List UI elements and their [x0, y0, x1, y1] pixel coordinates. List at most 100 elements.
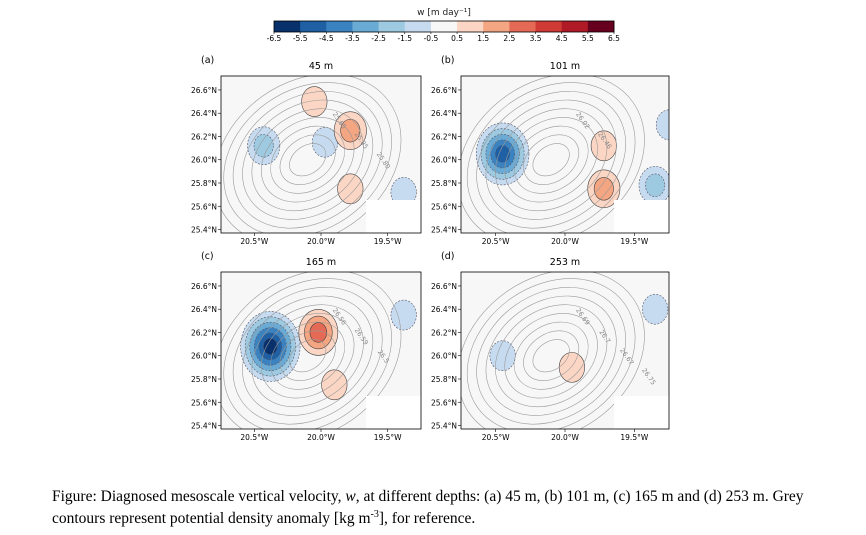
caption-text-2: , at different depths: (a) 45 m, (b) 101… — [52, 488, 804, 527]
y-tick-label: 25.6°N — [431, 398, 457, 407]
colorbar-frame — [273, 20, 615, 33]
x-tick-label: 19.5°W — [374, 237, 402, 246]
density-contour — [279, 134, 336, 185]
y-tick-label: 25.6°N — [191, 398, 217, 407]
colorbar-segment — [457, 21, 484, 32]
density-contour — [461, 76, 645, 233]
density-contour — [223, 82, 392, 233]
y-tick-label: 26.4°N — [431, 109, 457, 118]
y-tick-label: 26.4°N — [191, 305, 217, 314]
masked-region — [614, 396, 669, 429]
y-tick-label: 26.0°N — [431, 352, 457, 361]
density-contour — [242, 99, 374, 220]
colorbar-tick-label: -1.5 — [397, 34, 412, 43]
density-contour — [232, 90, 383, 229]
colorbar-segment — [404, 21, 432, 32]
panel-label: (b) — [441, 55, 454, 66]
y-tick-label: 25.8°N — [191, 179, 217, 188]
colorbar-title: w [m day⁻¹] — [417, 8, 471, 18]
colorbar-tick-label: -4.5 — [319, 34, 334, 43]
w-anomaly-mark — [337, 173, 364, 205]
density-contour — [476, 286, 626, 425]
panel-title: 45 m — [309, 61, 333, 72]
density-contour — [466, 82, 636, 233]
colorbar-tick-label: -0.5 — [424, 34, 439, 43]
colorbar-tick-label: -3.5 — [345, 34, 360, 43]
density-contour — [504, 117, 598, 203]
density-contour — [532, 143, 570, 177]
panel-label: (d) — [441, 251, 454, 262]
density-contour — [221, 272, 402, 429]
y-tick-label: 26.4°N — [191, 109, 217, 118]
caption-w-symbol: w — [345, 488, 356, 505]
y-tick-label: 26.6°N — [431, 282, 457, 291]
x-tick-label: 20.5°W — [482, 433, 510, 442]
density-contour — [485, 295, 617, 416]
w-anomaly-mark — [655, 109, 669, 141]
colorbar-segment — [509, 21, 536, 32]
y-tick-label: 25.4°N — [431, 226, 457, 235]
y-tick-label: 26.6°N — [191, 282, 217, 291]
density-contour — [513, 321, 589, 390]
x-tick-label: 19.5°W — [620, 237, 648, 246]
density-contour — [495, 108, 608, 212]
colorbar-tick-label: 1.5 — [477, 34, 489, 43]
y-tick-label: 25.4°N — [191, 226, 217, 235]
y-tick-label: 25.8°N — [191, 375, 217, 384]
y-tick-label: 26.6°N — [431, 86, 457, 95]
colorbar: w [m day⁻¹] -6.5 -5.5 -4.5 -3.5 -2.5 -1.5 -0.5 0… — [267, 8, 621, 43]
w-anomaly-mark — [309, 322, 328, 343]
density-contour — [495, 304, 608, 408]
density-contour — [270, 321, 345, 390]
density-contour — [251, 108, 364, 212]
density-contour — [242, 295, 374, 416]
density-contour — [260, 313, 355, 399]
x-tick-label: 19.5°W — [374, 433, 402, 442]
colorbar-segment — [378, 21, 406, 32]
density-contour — [523, 134, 580, 185]
y-tick-label: 26.0°N — [431, 156, 457, 165]
density-contour — [485, 99, 617, 220]
y-tick-label: 26.0°N — [191, 156, 217, 165]
colorbar-tick-label: -6.5 — [267, 34, 282, 43]
panel-title: 101 m — [550, 61, 580, 72]
w-anomaly-mark — [642, 293, 669, 325]
colorbar-tick-label: -2.5 — [371, 34, 386, 43]
colorbar-tick-label: 0.5 — [451, 34, 463, 43]
y-tick-label: 25.6°N — [191, 202, 217, 211]
y-tick-label: 25.6°N — [431, 202, 457, 211]
y-tick-label: 25.4°N — [431, 422, 457, 431]
y-tick-label: 25.8°N — [431, 375, 457, 384]
x-tick-label: 20.0°W — [307, 237, 335, 246]
colorbar-tick-label: 4.5 — [556, 34, 568, 43]
density-contour — [232, 286, 383, 425]
density-contour — [476, 90, 626, 229]
y-tick-label: 26.0°N — [191, 352, 217, 361]
colorbar-segment — [561, 21, 589, 32]
figure-caption: Figure: Diagnosed mesoscale vertical vel… — [52, 486, 852, 530]
colorbar-segment — [274, 21, 301, 32]
x-tick-label: 20.0°W — [551, 237, 579, 246]
density-contour — [223, 278, 392, 429]
colorbar-tick-label: -5.5 — [293, 34, 308, 43]
w-anomaly-mark — [645, 173, 666, 198]
x-tick-label: 20.0°W — [307, 433, 335, 442]
density-contour — [270, 125, 345, 194]
colorbar-segment — [300, 21, 327, 32]
masked-region — [366, 200, 421, 233]
colorbar-segment — [535, 21, 563, 32]
panel-title: 165 m — [306, 257, 336, 268]
caption-superscript: -3 — [370, 508, 379, 520]
density-contour — [504, 313, 598, 399]
colorbar-segment — [587, 21, 615, 32]
x-tick-label: 20.5°W — [240, 433, 268, 442]
density-contour — [532, 339, 570, 373]
colorbar-tick-label: 2.5 — [503, 34, 515, 43]
